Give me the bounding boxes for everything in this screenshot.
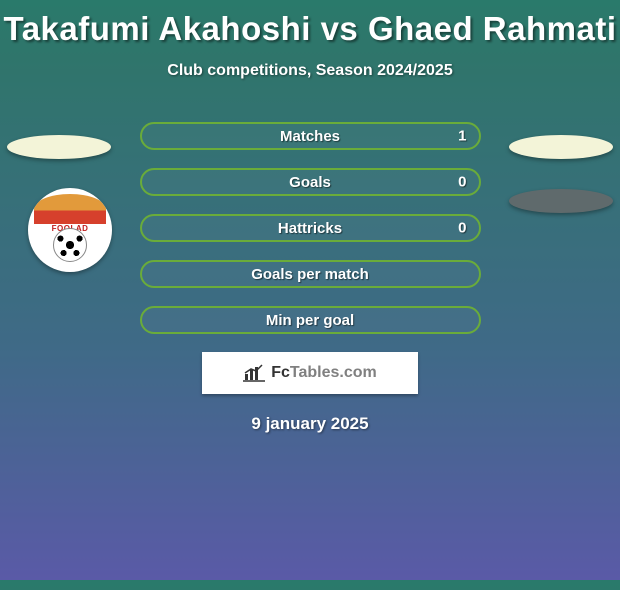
date-label: 9 january 2025	[0, 414, 620, 434]
branding-box: FcTables.com	[202, 352, 418, 394]
chart-icon	[243, 364, 265, 382]
soccer-ball-icon	[53, 228, 87, 262]
stat-value-right: 1	[458, 128, 466, 145]
player-right-ellipse-1	[509, 135, 613, 159]
branding-suffix: Tables.com	[290, 364, 377, 381]
club-logo-arc	[34, 194, 106, 224]
stat-value-right: 0	[458, 174, 466, 191]
stat-label: Goals per match	[251, 266, 369, 283]
player-left-ellipse	[7, 135, 111, 159]
stat-row: Min per goal	[0, 306, 620, 334]
stat-pill: Matches 1	[140, 122, 481, 150]
stat-pill: Goals per match	[140, 260, 481, 288]
stat-pill: Min per goal	[140, 306, 481, 334]
stat-label: Hattricks	[278, 220, 342, 237]
stat-label: Goals	[289, 174, 331, 191]
branding-text: FcTables.com	[271, 364, 377, 382]
stat-value-right: 0	[458, 220, 466, 237]
branding-prefix: Fc	[271, 364, 290, 381]
page-title: Takafumi Akahoshi vs Ghaed Rahmati	[0, 10, 620, 48]
stat-label: Min per goal	[266, 312, 354, 329]
stat-pill: Goals 0	[140, 168, 481, 196]
stat-label: Matches	[280, 128, 340, 145]
page-subtitle: Club competitions, Season 2024/2025	[0, 62, 620, 80]
player-right-ellipse-2	[509, 189, 613, 213]
club-logo-left: FOOLAD	[28, 188, 112, 272]
stat-pill: Hattricks 0	[140, 214, 481, 242]
